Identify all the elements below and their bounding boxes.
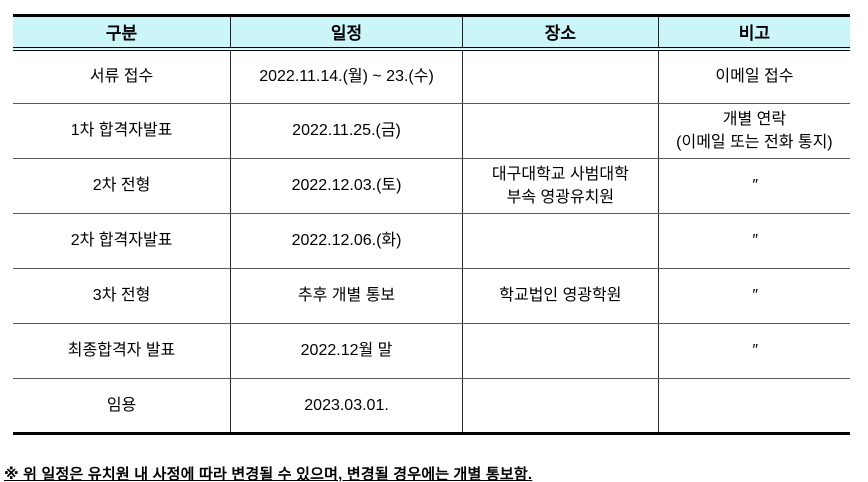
document-page: 구분 일정 장소 비고 서류 접수 2022.11.14.(월) ~ 23.(수… [0,14,868,482]
cell-location [461,213,659,269]
cell-schedule: 2022.11.25.(금) [230,103,463,159]
recruitment-schedule-table: 구분 일정 장소 비고 서류 접수 2022.11.14.(월) ~ 23.(수… [13,14,850,435]
table-header-row: 구분 일정 장소 비고 [13,15,850,51]
cell-location [461,323,659,379]
cell-category: 2차 합격자발표 [13,213,232,269]
cell-category: 1차 합격자발표 [13,103,232,159]
cell-category: 임용 [13,378,232,434]
cell-location [461,103,659,159]
cell-schedule: 2022.12.03.(토) [230,158,463,214]
table-row: 2차 전형 2022.12.03.(토) 대구대학교 사범대학 부속 영광유치원… [13,158,850,214]
header-location: 장소 [461,15,659,51]
cell-category: 2차 전형 [13,158,232,214]
cell-schedule: 2022.12.06.(화) [230,213,463,269]
table-row: 최종합격자 발표 2022.12월 말 ″ [13,323,850,379]
cell-location [461,378,659,434]
table-row: 임용 2023.03.01. [13,378,850,434]
cell-note: 개별 연락 (이메일 또는 전화 통지) [657,103,850,159]
header-note: 비고 [657,15,850,51]
cell-location: 학교법인 영광학원 [461,268,659,324]
cell-note-ditto-mark: ″ [657,213,850,269]
table-row: 1차 합격자발표 2022.11.25.(금) 개별 연락 (이메일 또는 전화… [13,103,850,159]
cell-category: 최종합격자 발표 [13,323,232,379]
cell-location: 대구대학교 사범대학 부속 영광유치원 [461,158,659,214]
cell-category: 3차 전형 [13,268,232,324]
cell-note [657,378,850,434]
table-row: 서류 접수 2022.11.14.(월) ~ 23.(수) 이메일 접수 [13,48,850,104]
table-row: 3차 전형 추후 개별 통보 학교법인 영광학원 ″ [13,268,850,324]
header-category: 구분 [13,15,232,51]
cell-schedule: 2022.12월 말 [230,323,463,379]
cell-note-ditto-mark: ″ [657,268,850,324]
cell-schedule: 추후 개별 통보 [230,268,463,324]
cell-category: 서류 접수 [13,48,232,104]
cell-note-ditto-mark: ″ [657,323,850,379]
header-schedule: 일정 [230,15,463,51]
cell-schedule: 2023.03.01. [230,378,463,434]
cell-note: 이메일 접수 [657,48,850,104]
table-row: 2차 합격자발표 2022.12.06.(화) ″ [13,213,850,269]
cell-note-ditto-mark: ″ [657,158,850,214]
schedule-change-footnote: ※ 위 일정은 유치원 내 사정에 따라 변경될 수 있으며, 변경될 경우에는… [4,466,533,482]
cell-schedule: 2022.11.14.(월) ~ 23.(수) [230,48,463,104]
cell-location [461,48,659,104]
